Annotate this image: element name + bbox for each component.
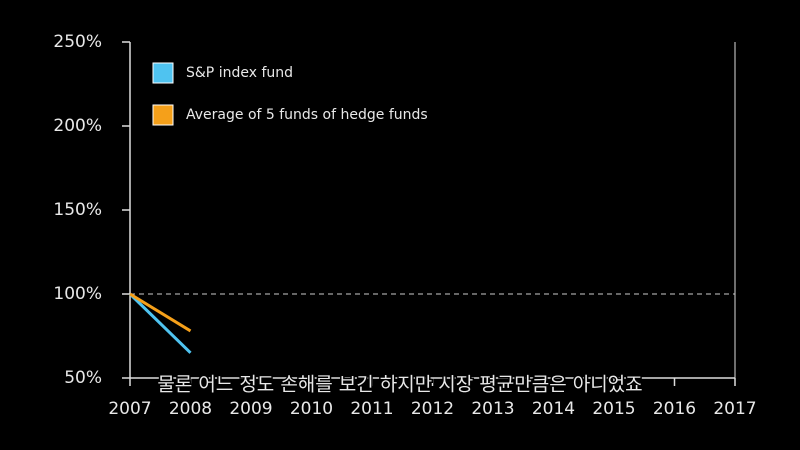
series-line xyxy=(128,292,192,354)
x-tick-label: 2017 xyxy=(713,399,756,419)
x-tick-label: 2013 xyxy=(471,399,514,419)
y-tick-label: 100% xyxy=(53,284,102,304)
x-tick-label: 2007 xyxy=(108,399,151,419)
legend-label: S&P index fund xyxy=(186,65,293,81)
caption: 물론 어느 정도 손해를 보긴 하지만 시장 평균만큼은 아니었죠 xyxy=(157,374,642,396)
legend-label: Average of 5 funds of hedge funds xyxy=(186,107,428,123)
series-line xyxy=(129,292,192,333)
x-tick-label: 2015 xyxy=(592,399,635,419)
y-tick-label: 200% xyxy=(53,116,102,136)
x-tick-label: 2012 xyxy=(411,399,454,419)
x-tick-label: 2008 xyxy=(169,399,212,419)
y-tick-label: 150% xyxy=(53,200,102,220)
x-tick-label: 2010 xyxy=(290,399,333,419)
y-tick-label: 50% xyxy=(64,368,102,388)
legend-swatch xyxy=(152,104,174,126)
x-tick-label: 2009 xyxy=(229,399,272,419)
x-tick-label: 2014 xyxy=(532,399,575,419)
y-tick-label: 250% xyxy=(53,32,102,52)
x-tick-label: 2011 xyxy=(350,399,393,419)
x-tick-label: 2016 xyxy=(653,399,696,419)
legend-swatch xyxy=(152,62,174,84)
